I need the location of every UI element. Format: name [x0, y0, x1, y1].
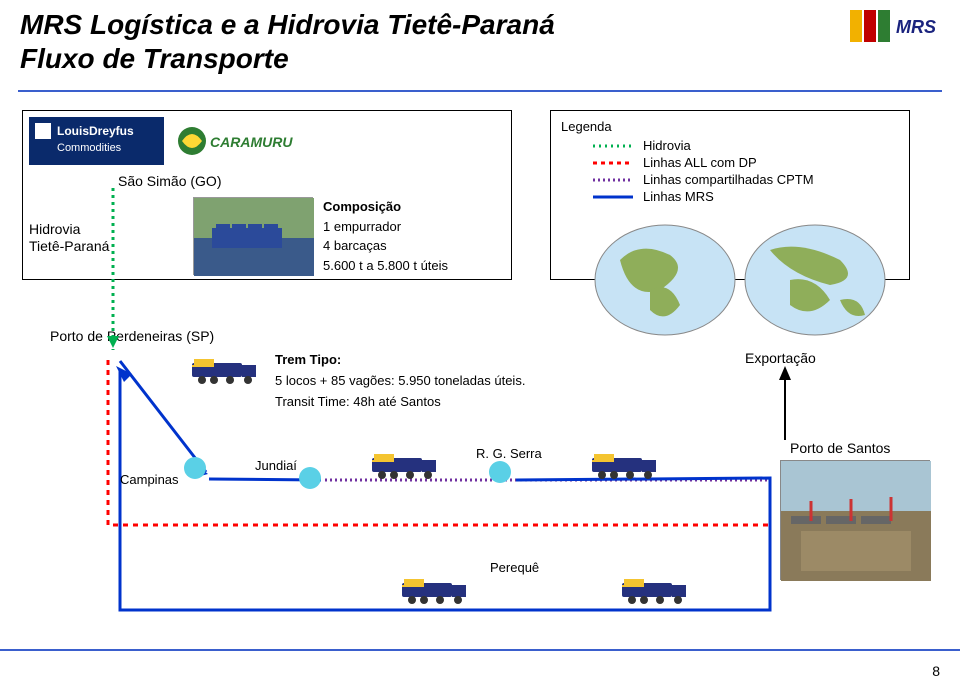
world-map: [590, 220, 890, 340]
svg-text:LouisDreyfus: LouisDreyfus: [57, 124, 134, 138]
label-porto-santos: Porto de Santos: [790, 440, 890, 456]
trem-tipo-l2: Transit Time: 48h até Santos: [275, 392, 525, 413]
label-campinas: Campinas: [120, 472, 179, 487]
logo-louisdreyfus: LouisDreyfus Commodities: [29, 117, 164, 165]
train-icon: [190, 355, 260, 385]
label-jundiai: Jundiaí: [255, 458, 297, 473]
train-icon: [400, 575, 470, 605]
label-sao-simao: São Simão (GO): [118, 173, 221, 189]
origin-frame: LouisDreyfus Commodities CARAMURU São Si…: [22, 110, 512, 280]
title-rule: [18, 90, 942, 92]
title-line-2: Fluxo de Transporte: [20, 42, 555, 76]
composicao-l2: 4 barcaças: [323, 236, 448, 256]
legend-row: Hidrovia: [591, 138, 899, 153]
title-line-1: MRS Logística e a Hidrovia Tietê-Paraná: [20, 9, 555, 40]
mrs-logo: MRS: [850, 8, 940, 44]
page-title: MRS Logística e a Hidrovia Tietê-Paraná …: [20, 8, 555, 75]
flow-network-svg: [0, 0, 960, 691]
legend-label: Hidrovia: [643, 138, 691, 153]
legend-rows: Hidrovia Linhas ALL com DP Linhas comparti…: [561, 138, 899, 204]
legend-row: Linhas MRS: [591, 189, 899, 204]
page-number: 8: [932, 663, 940, 679]
mrs-logo-text: MRS: [896, 17, 936, 37]
label-exportacao: Exportação: [745, 350, 816, 366]
composicao-l3: 5.600 t a 5.800 t úteis: [323, 256, 448, 276]
label-hidrovia-tiete-parana: Hidrovia Tietê-Paraná: [29, 221, 109, 255]
legend-swatch: [591, 142, 635, 150]
label-pereque: Perequê: [490, 560, 539, 575]
composicao-block: Composição 1 empurrador 4 barcaças 5.600…: [323, 197, 448, 275]
legend-head: Legenda: [561, 119, 899, 134]
label-rgserra: R. G. Serra: [476, 446, 542, 461]
legend-row: Linhas ALL com DP: [591, 155, 899, 170]
port-santos-photo: [780, 460, 930, 580]
train-icon: [620, 575, 690, 605]
svg-text:CARAMURU: CARAMURU: [210, 134, 293, 150]
trem-tipo-l1: 5 locos + 85 vagões: 5.950 toneladas úte…: [275, 371, 525, 392]
company-logos: LouisDreyfus Commodities CARAMURU: [29, 117, 307, 165]
legend-swatch: [591, 159, 635, 167]
legend-label: Linhas MRS: [643, 189, 714, 204]
train-icon: [370, 450, 440, 480]
legend-label: Linhas ALL com DP: [643, 155, 757, 170]
train-icon: [590, 450, 660, 480]
composicao-head: Composição: [323, 197, 448, 217]
legend-swatch: [591, 176, 635, 184]
footer-rule: [0, 649, 960, 651]
node-rgserra: [489, 461, 511, 483]
node-campinas: [184, 457, 206, 479]
legend-label: Linhas compartilhadas CPTM: [643, 172, 814, 187]
trem-tipo-head: Trem Tipo:: [275, 350, 525, 371]
svg-text:Commodities: Commodities: [57, 142, 122, 154]
node-jundiai: [299, 467, 321, 489]
trem-tipo-block: Trem Tipo: 5 locos + 85 vagões: 5.950 to…: [275, 350, 525, 412]
composicao-l1: 1 empurrador: [323, 217, 448, 237]
hidrovia-l1: Hidrovia: [29, 221, 80, 237]
label-porto-perdeneiras: Porto de Perdeneiras (SP): [50, 328, 214, 344]
logo-caramuru: CARAMURU: [172, 117, 307, 165]
legend-swatch: [591, 193, 635, 201]
slide-root: MRS Logística e a Hidrovia Tietê-Paraná …: [0, 0, 960, 691]
barge-photo: [193, 197, 313, 275]
hidrovia-l2: Tietê-Paraná: [29, 238, 109, 254]
legend-row: Linhas compartilhadas CPTM: [591, 172, 899, 187]
